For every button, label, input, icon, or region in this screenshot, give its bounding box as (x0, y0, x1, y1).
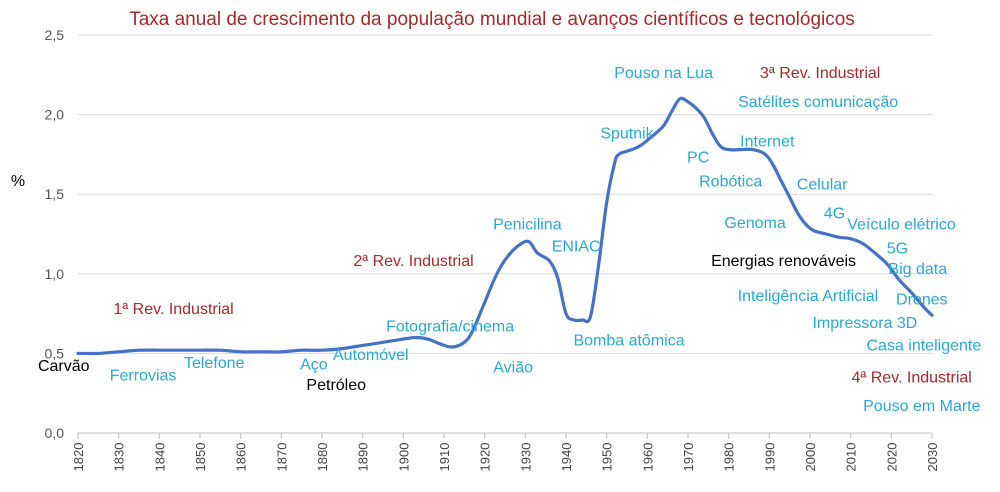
annotation-label: Pouso na Lua (614, 65, 713, 82)
annotation-label: Impressora 3D (812, 315, 917, 332)
y-tick-label: 2,5 (45, 27, 65, 43)
annotation-label: 1ª Rev. Industrial (113, 301, 233, 318)
chart-title: Taxa anual de crescimento da população m… (129, 9, 855, 30)
x-tick-label: 2010 (844, 443, 859, 472)
annotation-label: Internet (740, 134, 795, 151)
x-tick-label: 1980 (722, 443, 737, 472)
annotation-label: Avião (493, 360, 533, 377)
annotation-label: ENIAC (552, 239, 601, 256)
annotation-label: Inteligência Artificial (738, 288, 879, 305)
annotation-label: Genoma (724, 215, 785, 232)
x-tick-label: 1850 (193, 443, 208, 472)
x-tick-label: 1900 (396, 443, 411, 472)
annotation-label: Celular (797, 177, 848, 194)
y-tick-label: 0,0 (45, 425, 65, 441)
annotation-label: Automóvel (333, 347, 409, 364)
x-axis-ticks: 1820 1830 1840 1850 1860 1870 1880 1890 1900 1910… (71, 433, 940, 471)
series-line-population-growth (76, 96, 934, 356)
annotation-label: Carvão (38, 358, 90, 375)
x-tick-label: 1950 (600, 443, 615, 472)
y-tick-label: 0,5 (45, 345, 65, 361)
annotation-label: 4G (824, 205, 845, 222)
annotation-label: Penicilina (493, 216, 562, 233)
annotation-label: Robótica (699, 173, 762, 190)
x-tick-label: 1910 (437, 443, 452, 472)
x-tick-label: 1960 (640, 443, 655, 472)
x-tick-label: 2020 (884, 443, 899, 472)
x-tick-label: 1930 (518, 443, 533, 472)
x-tick-label: 1890 (356, 443, 371, 472)
annotation-label: Fotografia/cinema (386, 318, 514, 335)
x-tick-label: 1820 (71, 443, 86, 472)
annotation-label: Big data (888, 261, 947, 278)
annotation-label: PC (687, 150, 709, 167)
x-tick-label: 1920 (478, 443, 493, 472)
x-tick-label: 1880 (315, 443, 330, 472)
annotation-label: Satélites comunicação (738, 94, 898, 111)
y-axis-label: % (11, 173, 25, 190)
x-tick-label: 1830 (112, 443, 127, 472)
annotation-label: Aço (300, 357, 328, 374)
x-tick-label: 1860 (234, 443, 249, 472)
y-tick-label: 1,5 (45, 186, 65, 202)
annotation-label: Casa inteligente (866, 337, 981, 354)
annotation-label: 4ª Rev. Industrial (851, 369, 971, 386)
x-tick-label: 1840 (152, 443, 167, 472)
annotation-label: 3ª Rev. Industrial (760, 65, 880, 82)
gridlines (78, 34, 932, 354)
y-tick-label: 2,0 (45, 107, 65, 123)
x-tick-label: 1870 (274, 443, 289, 472)
annotation-label: Pouso em Marte (863, 398, 980, 415)
annotations: Carvão Ferrovias Telefone Aço Petróleo Automó… (38, 65, 981, 415)
annotation-label: Energias renováveis (711, 253, 856, 270)
y-tick-label: 1,0 (45, 266, 65, 282)
annotation-label: Telefone (184, 355, 245, 372)
annotation-label: Petróleo (306, 377, 366, 394)
x-tick-label: 2030 (925, 443, 940, 472)
annotation-label: Bomba atômica (573, 333, 684, 350)
x-tick-label: 1990 (762, 443, 777, 472)
annotation-label: Sputnik (600, 126, 654, 143)
annotation-label: 5G (887, 240, 908, 257)
annotation-label: 2ª Rev. Industrial (353, 253, 473, 270)
x-tick-label: 1970 (681, 443, 696, 472)
y-axis-ticks: 0,0 0,5 1,0 1,5 2,0 2,5 (45, 27, 65, 441)
x-tick-label: 1940 (559, 443, 574, 472)
annotation-label: Ferrovias (110, 368, 177, 385)
x-tick-label: 2000 (803, 443, 818, 472)
annotation-label: Veículo elétrico (847, 216, 956, 233)
annotation-label: Drones (896, 291, 948, 308)
